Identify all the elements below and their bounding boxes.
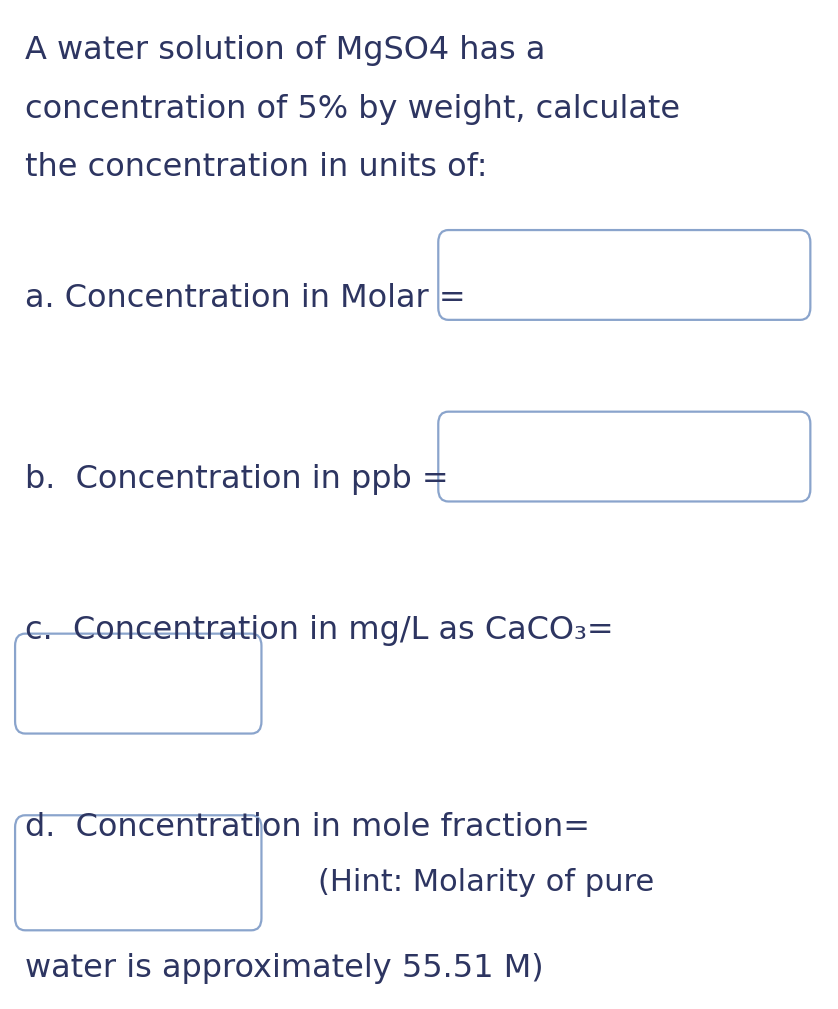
FancyBboxPatch shape (15, 815, 261, 930)
Text: A water solution of MgSO4 has a: A water solution of MgSO4 has a (25, 35, 546, 67)
Text: b.  Concentration in ppb =: b. Concentration in ppb = (25, 464, 449, 495)
FancyBboxPatch shape (438, 412, 810, 501)
Text: (Hint: Molarity of pure: (Hint: Molarity of pure (318, 868, 654, 897)
FancyBboxPatch shape (15, 634, 261, 734)
FancyBboxPatch shape (438, 230, 810, 320)
Text: concentration of 5% by weight, calculate: concentration of 5% by weight, calculate (25, 94, 680, 125)
Text: water is approximately 55.51 M): water is approximately 55.51 M) (25, 952, 544, 984)
Text: a. Concentration in Molar =: a. Concentration in Molar = (25, 283, 466, 314)
Text: the concentration in units of:: the concentration in units of: (25, 152, 488, 184)
Text: d.  Concentration in mole fraction=: d. Concentration in mole fraction= (25, 812, 590, 844)
Text: c.  Concentration in mg/L as CaCO₃=: c. Concentration in mg/L as CaCO₃= (25, 615, 613, 647)
